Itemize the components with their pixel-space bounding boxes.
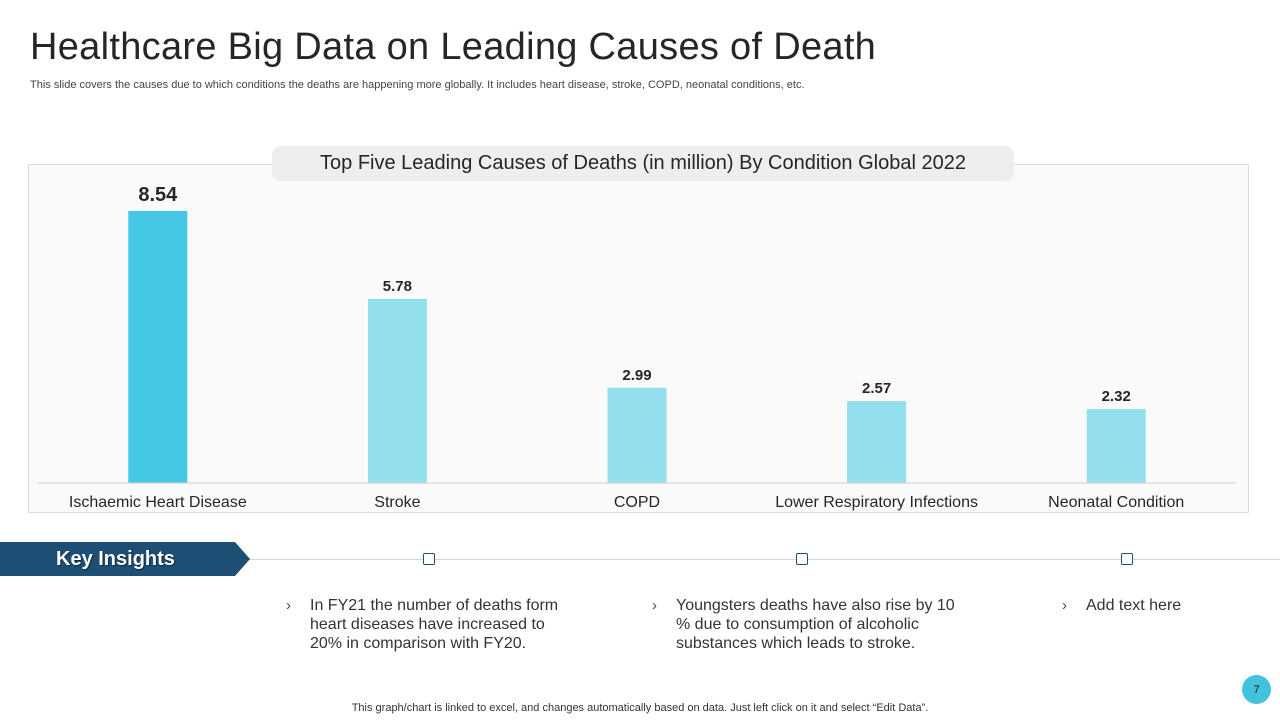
key-insights-label: Key Insights [56, 547, 175, 570]
x-tick-label: COPD [614, 494, 660, 511]
footer-note: This graph/chart is linked to excel, and… [351, 702, 929, 714]
data-label: 2.57 [862, 380, 891, 397]
chevron-right-icon: › [286, 597, 291, 614]
data-label: 5.78 [383, 278, 412, 295]
insight-text: Add text here [1086, 597, 1182, 614]
page-number: 7 [1242, 675, 1271, 704]
insight-text: Youngsters deaths have also rise by 10 %… [676, 597, 955, 652]
insight-marker-3 [1121, 553, 1133, 565]
insight-item: › Youngsters deaths have also rise by 10… [652, 596, 962, 656]
bar-copd[interactable] [607, 387, 667, 483]
insight-text: In FY21 the number of deaths form heart … [310, 597, 559, 652]
bar-ischaemic-heart-disease[interactable] [128, 211, 188, 483]
key-insights-banner: Key Insights [0, 542, 250, 576]
data-label: 2.99 [622, 367, 651, 384]
chevron-right-icon: › [652, 597, 657, 614]
key-insights-divider [245, 559, 1280, 560]
x-tick-label: Stroke [374, 494, 420, 511]
x-tick-label: Lower Respiratory Infections [775, 494, 978, 511]
chevron-right-icon: › [1062, 597, 1067, 614]
page-title: Healthcare Big Data on Leading Causes of… [30, 26, 877, 68]
bar-neonatal-condition[interactable] [1086, 409, 1146, 483]
insight-marker-1 [423, 553, 435, 565]
insight-item: › In FY21 the number of deaths form hear… [286, 596, 586, 656]
chart-panel[interactable]: 8.54 Ischaemic Heart Disease 5.78 Stroke 2.9… [28, 164, 1249, 513]
data-label: 2.32 [1102, 388, 1131, 405]
x-tick-label: Neonatal Condition [1048, 494, 1184, 511]
chart-title: Top Five Leading Causes of Deaths (in mi… [272, 146, 1014, 181]
page-subtitle: This slide covers the causes due to whic… [30, 79, 805, 91]
x-tick-label: Ischaemic Heart Disease [69, 494, 247, 511]
bar-stroke[interactable] [367, 298, 427, 483]
insight-marker-2 [796, 553, 808, 565]
insight-item: › Add text here [1062, 596, 1262, 620]
data-label: 8.54 [138, 184, 178, 206]
bar-chart[interactable]: 8.54 Ischaemic Heart Disease 5.78 Stroke 2.9… [29, 165, 1248, 512]
bar-lower-respiratory-infections[interactable] [847, 401, 907, 483]
